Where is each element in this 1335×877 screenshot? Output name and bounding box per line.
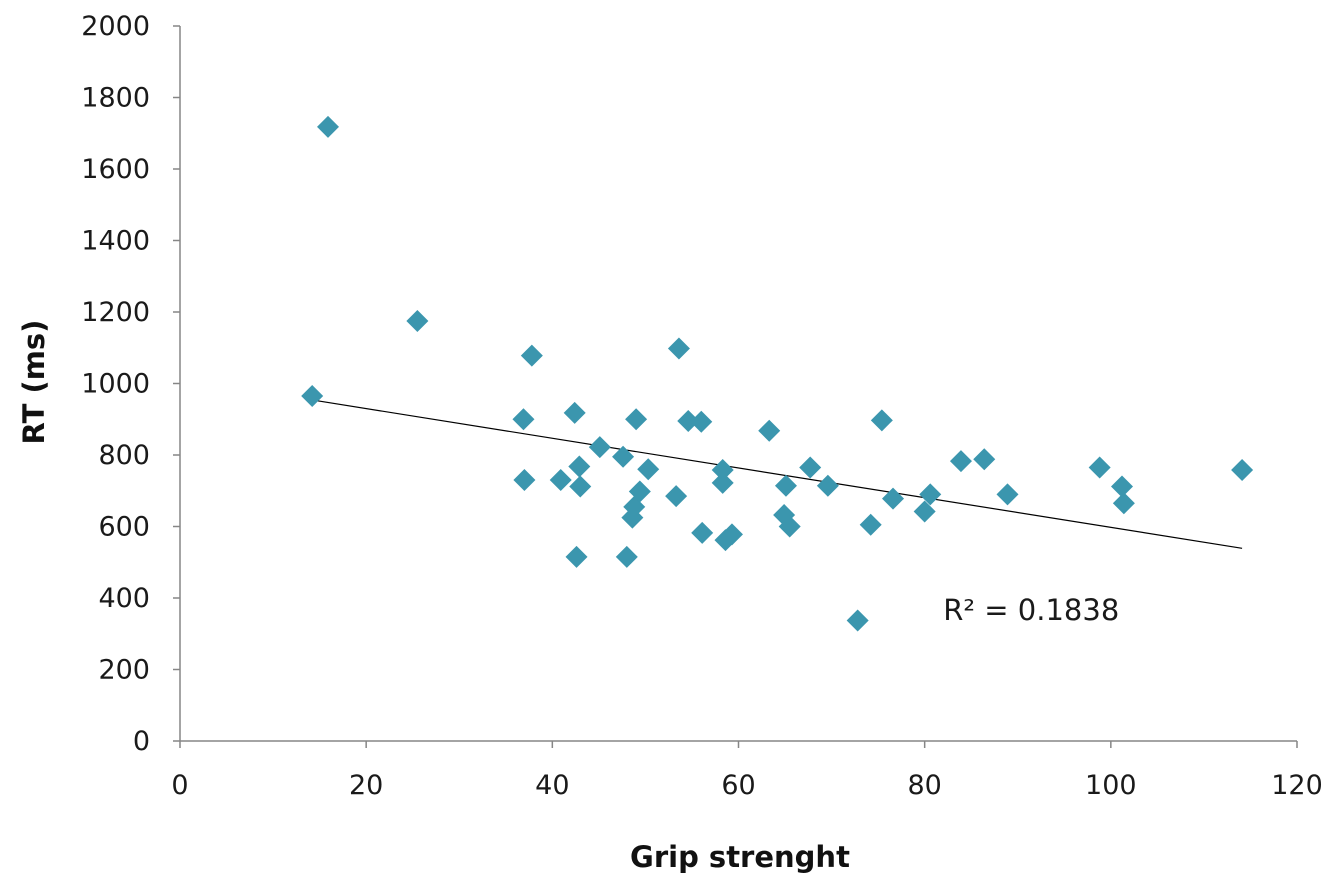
data-point [949,450,972,473]
data-point [973,448,996,471]
data-point [1088,456,1111,479]
data-point [667,337,690,360]
y-axis-title: RT (ms) [17,320,51,445]
data-point [588,436,611,459]
y-tick-label: 1200 [81,297,150,328]
data-point [563,401,586,424]
data-point [919,483,942,506]
x-tick-label: 120 [1271,770,1323,801]
y-tick-label: 200 [98,655,150,686]
data-point [778,515,801,538]
data-point [996,483,1019,506]
data-point [612,445,635,468]
data-point [301,385,324,408]
x-tick-label: 60 [721,770,755,801]
data-point [549,469,572,492]
y-tick-label: 1600 [81,154,150,185]
data-point [1111,475,1134,498]
data-point [913,500,936,523]
y-tick-label: 600 [98,512,150,543]
data-point [720,523,743,546]
data-point [859,513,882,536]
x-axis-title: Grip strenght [630,840,850,874]
trendline [312,399,1243,549]
data-point [690,410,713,433]
data-point [1231,459,1254,482]
r-squared-annotation: R² = 0.1838 [943,593,1119,627]
x-tick-label: 100 [1085,770,1137,801]
data-point [637,458,660,481]
data-point [870,409,893,432]
axes: 0 200 400 600 800 1000 1200 1400 1600 1800 2000 0 20… [81,11,1322,801]
y-tick-label: 1800 [81,83,150,114]
data-point [628,480,651,503]
y-tick-label: 2000 [81,11,150,42]
data-point [846,609,869,632]
data-point [569,475,592,498]
data-point [816,474,839,497]
data-points [301,115,1254,632]
data-point [568,455,591,478]
data-point [317,115,340,138]
data-point [711,459,734,482]
data-point [691,521,714,544]
data-point [625,408,648,431]
data-point [520,344,543,367]
x-tick-label: 20 [349,770,383,801]
data-point [513,469,536,492]
y-tick-label: 1000 [81,369,150,400]
data-point [565,545,588,568]
data-point [406,309,429,332]
x-tick-label: 0 [171,770,188,801]
x-tick-label: 40 [535,770,569,801]
data-point [799,456,822,479]
data-point [774,474,797,497]
data-point [758,419,781,442]
x-tick-label: 80 [907,770,941,801]
y-tick-label: 400 [98,583,150,614]
data-point [882,487,905,510]
data-point [1112,492,1135,515]
data-point [665,485,688,508]
data-point [615,545,638,568]
data-point [677,410,700,433]
y-tick-label: 0 [133,726,150,757]
data-point [711,471,734,494]
y-tick-label: 800 [98,440,150,471]
y-tick-label: 1400 [81,226,150,257]
data-point [512,408,535,431]
